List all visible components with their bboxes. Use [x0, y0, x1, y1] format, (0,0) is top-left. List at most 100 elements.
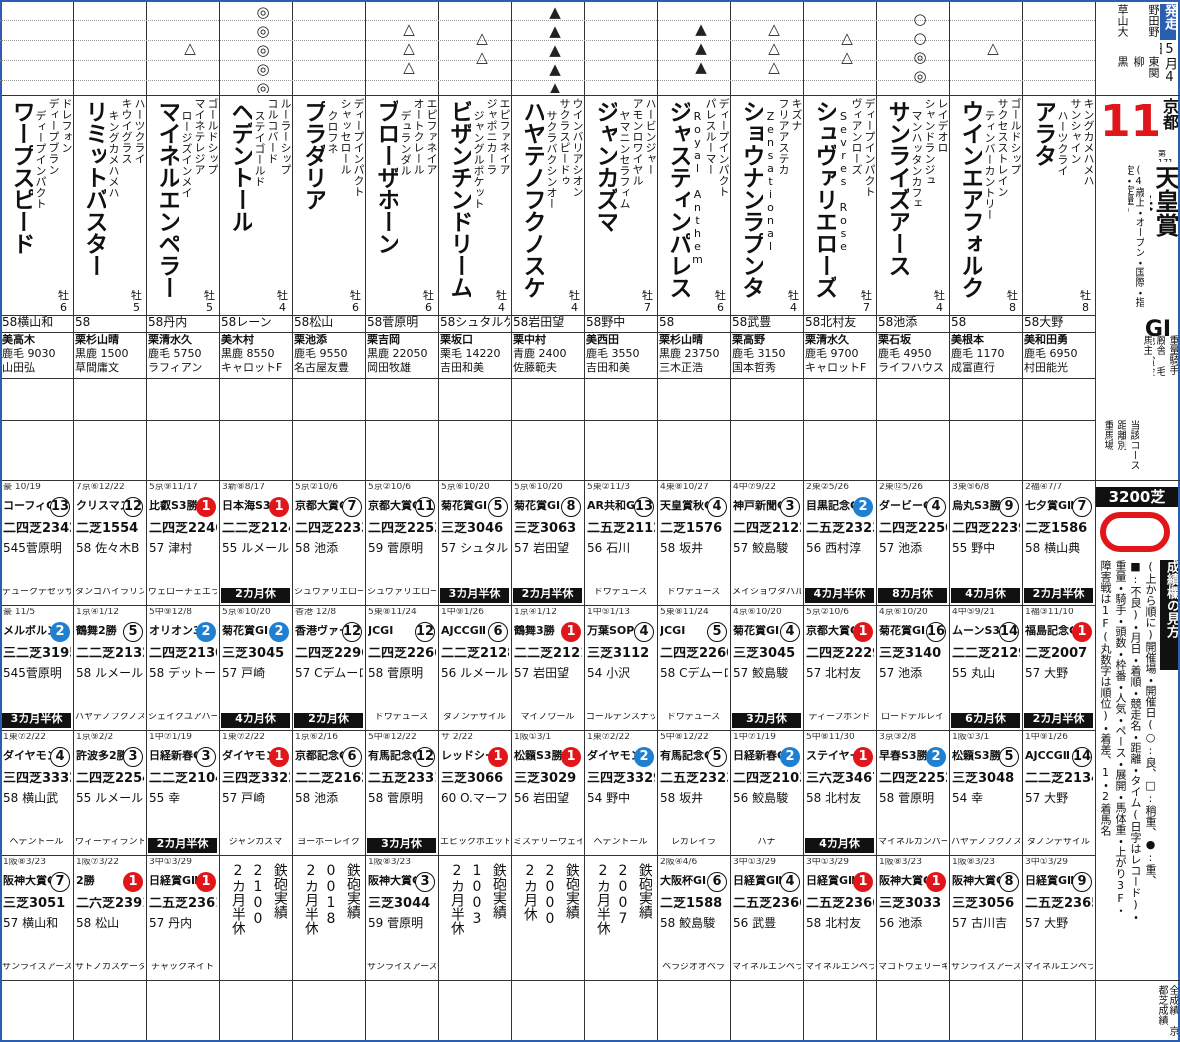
sex-age: 牡4: [788, 290, 799, 314]
row-label: 当該コース: [1128, 420, 1139, 470]
race-number: 11: [1100, 98, 1158, 147]
race-foot: シェイクユアハート: [148, 713, 217, 722]
race-foot: 8カ月休: [878, 588, 947, 603]
col-rule: [292, 0, 293, 1042]
race-name: 菊花賞GⅠ: [733, 625, 780, 637]
race-name: 京都大賞GⅡ: [295, 500, 343, 512]
jockey: 58横山和: [2, 316, 54, 329]
sire: ディープインパクト: [717, 98, 729, 197]
trainer: 栗清水久: [148, 334, 192, 346]
rest-text: 鉄砲実績: [345, 863, 360, 919]
coat-earnings: 鹿毛 9030: [2, 348, 56, 360]
legend-text: ■:不良)・月日・着順・競走名・距離・タイム(日字はレコード)・: [1129, 560, 1142, 922]
race-name: 大阪杯GⅠ: [660, 875, 707, 887]
sire: ディープインパクト: [863, 98, 875, 197]
race-foot: マイネルエンペラー: [1024, 963, 1093, 972]
race-distance-time: 二四芝2266: [368, 647, 436, 661]
race-name: 香港ヴァーズGⅠ: [295, 625, 343, 637]
col-rule: [1022, 0, 1023, 1042]
race-foot: ミステリーウェイ: [513, 838, 582, 847]
finish-position: 2: [269, 622, 289, 642]
damsire: キングカメハメハ: [107, 110, 119, 198]
race-jockey: 58 デットーリ: [149, 667, 217, 680]
race-date: 5京②10/6: [295, 483, 339, 492]
race-jockey: 58 横山武: [3, 792, 59, 805]
finish-position: 14: [999, 622, 1019, 642]
race-jockey: 57 シュタルケ: [441, 542, 509, 555]
race-distance-time: 二五芝2366: [733, 897, 801, 911]
race-foot: 2カ月半休: [148, 838, 217, 853]
race-distance-time: 三四芝3329: [587, 772, 655, 786]
race-date: サ 2/22: [441, 733, 474, 742]
race-name: 鶴舞3勝: [514, 625, 555, 637]
finish-position: 1: [488, 747, 508, 767]
race-jockey: 58 横山典: [1025, 542, 1081, 555]
race-foot: 6カ月休: [951, 713, 1020, 728]
rest-text: 鉄砲実績: [637, 863, 652, 919]
conditions: (4歳上・オープン・国際・指定・定量): [1128, 165, 1144, 307]
race-date: 3新⑧8/17: [222, 483, 266, 492]
race-foot: シュヴァリエローズ: [294, 588, 363, 597]
coat-earnings: 鹿毛 9550: [294, 348, 348, 360]
dam: サクセスストレイン: [996, 98, 1008, 197]
race-distance-time: 三芝3029: [514, 772, 577, 786]
rest-record: 2007: [615, 863, 630, 927]
trainer: 栗坂口: [440, 334, 473, 346]
dam: サクラスピードゥ: [558, 98, 570, 186]
race-name: ダイヤモンドGⅢ: [587, 750, 635, 762]
race-name: 日経新春GⅡ: [733, 750, 781, 762]
horse-name: ブローザホーン: [373, 100, 398, 254]
rest-period: 2カ月半休: [303, 863, 318, 935]
race-distance-time: 三四芝3332: [3, 772, 71, 786]
rule: [0, 855, 1095, 856]
race-date: 1中⑨1/26: [1025, 733, 1069, 742]
race-name: 日本海S3勝: [222, 500, 270, 512]
race-date: 1東⑦2/22: [222, 733, 266, 742]
race-jockey: 55 野中: [952, 542, 996, 555]
coat-earnings: 鹿毛 6950: [1024, 348, 1078, 360]
grade: GI: [1144, 318, 1172, 342]
coat-earnings: 鹿毛 1170: [951, 348, 1005, 360]
race-date: 5中⑨12/8: [149, 608, 193, 617]
rest-text: 鉄砲実績: [272, 863, 287, 919]
damsire: Royal Anthem: [691, 110, 703, 266]
race-jockey: 55 幸: [149, 792, 181, 805]
race-name: 阪神大賞GⅡ: [879, 875, 927, 887]
finish-position: 12: [342, 622, 362, 642]
race-jockey: 58 菅原明: [368, 667, 424, 680]
jockey: 58北村友: [805, 316, 857, 329]
rest-period: 2カ月半休: [449, 863, 464, 935]
row-label: 距離別: [1115, 420, 1126, 450]
coat-earnings: 鹿毛 3550: [586, 348, 640, 360]
race-name: 菊花賞GⅠ: [222, 625, 269, 637]
row-label: 馬主: [1141, 335, 1152, 355]
race-name: 七夕賞GⅢ: [1025, 500, 1073, 512]
race-distance-time: 二四芝2239: [952, 522, 1020, 536]
dam: マイネテレジア: [193, 98, 205, 175]
race-foot: ロードデルレイ: [880, 713, 944, 722]
horse-name: ヘデントール: [227, 100, 252, 232]
jockey: 58シュタルケ: [440, 316, 510, 329]
race-jockey: 55 丸山: [952, 667, 996, 680]
race-date: 4中⑦9/22: [733, 483, 777, 492]
prediction-marks: △△: [838, 29, 855, 67]
race-distance-time: 三芝3063: [514, 522, 577, 536]
race-jockey: 58 坂井: [660, 542, 704, 555]
race-foot: マイネルエンペラー: [732, 963, 801, 972]
jockey: 58松山: [294, 316, 334, 329]
race-name: 阪神大賞GⅡ: [952, 875, 1000, 887]
trainer: 美高木: [2, 334, 35, 346]
finish-position: 8: [999, 872, 1019, 892]
race-distance-time: 三芝3112: [587, 647, 650, 661]
trainer: 栗石坂: [878, 334, 911, 346]
jockey: 58: [75, 316, 91, 329]
rule: [0, 332, 1095, 333]
finish-position: 7: [342, 497, 362, 517]
dam: サンシャイン: [1069, 98, 1081, 164]
trainer: 栗中村: [513, 334, 546, 346]
sire: ゴールドシップ: [206, 98, 218, 175]
jockey: 58レーン: [221, 316, 272, 329]
row-label: 重馬場: [1102, 420, 1113, 450]
race-name: 早春S3勝: [879, 750, 927, 762]
finish-position: 6: [707, 872, 727, 892]
